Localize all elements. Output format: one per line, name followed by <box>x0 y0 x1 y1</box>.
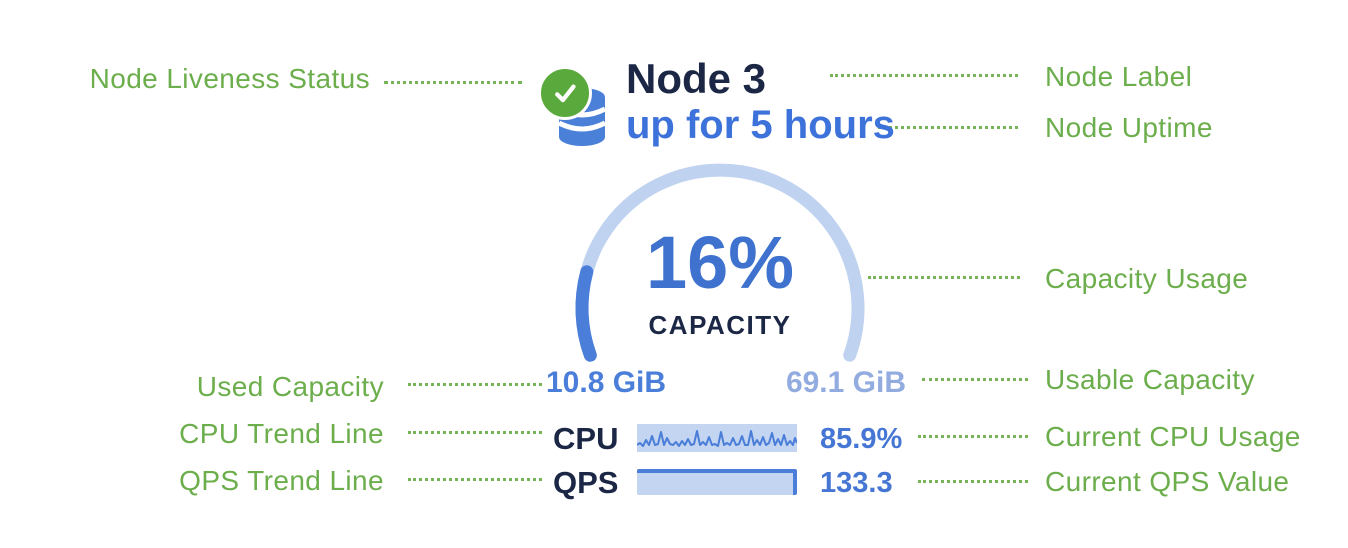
leader-line-cpu-trend <box>408 431 542 434</box>
annotation-cpu-trend-line: CPU Trend Line <box>179 418 384 449</box>
cpu-trend-sparkline <box>636 424 798 452</box>
leader-line-liveness <box>384 81 522 84</box>
node-label: Node 3 <box>626 55 767 102</box>
cpu-label: CPU <box>553 421 619 456</box>
qps-label: QPS <box>553 465 619 500</box>
annotation-qps-trend-line: QPS Trend Line <box>179 465 384 496</box>
annotation-current-cpu-usage: Current CPU Usage <box>1045 421 1301 452</box>
capacity-gauge <box>575 163 865 362</box>
usable-capacity-value: 69.1 GiB <box>785 366 906 399</box>
annotation-usable-capacity: Usable Capacity <box>1045 364 1255 395</box>
qps-trend-bar <box>637 469 797 495</box>
capacity-caption: CAPACITY <box>648 310 792 340</box>
leader-line-current-qps <box>918 480 1028 483</box>
node-uptime: up for 5 hours <box>626 103 895 147</box>
current-qps-value: 133.3 <box>820 467 893 499</box>
leader-line-node-label <box>830 74 1018 77</box>
gauge-fill-arc <box>575 265 597 362</box>
annotation-node-liveness-status: Node Liveness Status <box>89 63 370 94</box>
annotation-node-label: Node Label <box>1045 61 1193 92</box>
leader-line-node-uptime <box>878 126 1018 129</box>
annotation-current-qps-value: Current QPS Value <box>1045 466 1290 497</box>
current-cpu-usage-value: 85.9% <box>820 423 903 455</box>
annotation-used-capacity: Used Capacity <box>196 371 384 402</box>
annotation-capacity-usage: Capacity Usage <box>1045 263 1249 294</box>
node-liveness-check-circle-icon <box>538 66 592 120</box>
leader-line-capacity-usage <box>868 276 1020 279</box>
annotation-node-uptime: Node Uptime <box>1045 112 1213 143</box>
leader-line-usable-capacity <box>922 378 1028 381</box>
leader-line-qps-trend <box>408 478 542 481</box>
capacity-usage-percent: 16% <box>645 221 795 304</box>
cpu-sparkline-chart <box>636 430 798 447</box>
leader-line-current-cpu <box>918 435 1028 438</box>
leader-line-used-capacity <box>408 383 542 386</box>
used-capacity-value: 10.8 GiB <box>546 366 667 399</box>
check-icon <box>555 84 576 103</box>
